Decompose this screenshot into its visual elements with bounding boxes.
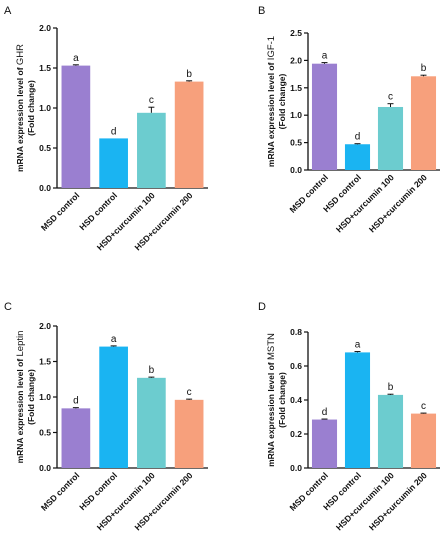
significance-label: a [322,51,328,62]
bar [61,408,91,468]
y-tick-label: 1.0 [39,103,51,113]
significance-label: c [421,401,426,412]
significance-label: d [111,126,117,137]
panel-c: C 0.0 0.5 1.0 1.5 2.0 mRNA expression level o… [4,301,208,532]
category-label: HSD+curcumin 100 [334,470,396,532]
y-axis-label-unit: (Fold change) [277,73,287,129]
significance-label: a [73,53,79,64]
significance-label: a [111,334,117,345]
bar [99,346,128,468]
significance-label: b [186,69,192,80]
significance-label: a [355,340,361,351]
y-axis-label-prefix: mRNA expression level of [266,360,276,467]
panel-letter: C [4,301,12,313]
y-tick-label: 0.8 [290,327,302,337]
category-label: MSD control [39,470,81,512]
y-tick-label: 1.5 [39,357,51,367]
significance-label: d [73,396,79,407]
panel-a: A 0.0 0.5 1.0 1.5 2.0 mRNA expression level o… [4,5,208,252]
panel-d: D 0.0 0.2 0.4 0.6 0.8 mRNA expression level o… [258,301,440,532]
y-axis-label-gene: IGF-1 [266,36,277,60]
y-tick-label: 2.0 [39,23,51,33]
category-label: HSD control [77,190,119,232]
y-axis-label-gene: Leptin [15,331,26,357]
bar [137,377,166,468]
bar [137,112,166,188]
panel-letter: B [258,5,265,17]
significance-label: c [149,95,154,106]
y-tick-label: 0.5 [39,428,51,438]
y-axis-label-unit: (Fold change) [277,372,287,428]
bar-chart-igf1: 0.0 0.5 1.0 1.5 2.0 2.5 mRNA expression level … [266,28,440,234]
y-axis-label-gene: GHR [15,44,26,65]
bar [99,138,128,188]
bar [311,63,338,170]
y-axis-label-unit: (Fold change) [26,80,36,136]
y-tick-label: 0.0 [39,183,51,193]
category-label: HSD+curcumin 200 [367,172,429,234]
y-tick-label: 1.5 [39,63,51,73]
y-tick-label: 0.0 [290,463,302,473]
y-axis-label-prefix: mRNA expression level of [15,356,25,463]
y-tick-label: 0.2 [290,429,302,439]
y-axis-label-gene: MSTN [266,333,277,360]
category-label: HSD+curcumin 100 [334,172,396,234]
bar [311,419,338,468]
significance-label: b [421,63,427,74]
y-tick-label: 2.5 [290,28,302,38]
y-axis-label-unit: (Fold change) [26,369,36,425]
category-label: MSD control [39,190,81,232]
y-tick-label: 2.0 [290,55,302,65]
significance-label: d [322,407,328,418]
y-axis-label: mRNA expression level of MSTN [266,333,277,467]
y-tick-label: 1.0 [290,110,302,120]
bar-chart-mstn: 0.0 0.2 0.4 0.6 0.8 mRNA expression level of … [266,327,440,532]
y-tick-label: 0.4 [290,395,302,405]
y-tick-label: 0.5 [39,143,51,153]
bar [344,144,371,170]
category-label: HSD control [77,470,119,512]
y-tick-label: 0.0 [290,165,302,175]
panel-letter: D [258,301,266,313]
y-tick-label: 1.5 [290,83,302,93]
y-axis-label: mRNA expression level of GHR [15,44,26,172]
significance-label: c [388,92,393,103]
y-axis-label: mRNA expression level of Leptin [15,331,26,464]
significance-label: c [187,387,192,398]
y-axis-label-prefix: mRNA expression level of [15,65,25,172]
bar [174,399,204,468]
bar-chart-leptin: 0.0 0.5 1.0 1.5 2.0 mRNA expression level of … [15,321,208,532]
bar [410,413,437,468]
bar [174,81,204,188]
y-tick-label: 0.6 [290,361,302,371]
panel-b: B 0.0 0.5 1.0 1.5 2.0 2.5 mRNA expression leve… [258,5,440,234]
bar [61,65,91,188]
panel-letter: A [4,5,12,17]
bar-chart-ghr: 0.0 0.5 1.0 1.5 2.0 mRNA expression level of … [15,23,208,252]
category-label: HSD+curcumin 200 [367,470,429,532]
y-tick-label: 2.0 [39,321,51,331]
y-tick-label: 1.0 [39,392,51,402]
bar [377,106,404,170]
y-axis-label: mRNA expression level of IGF-1 [266,36,277,167]
bar [410,76,437,170]
significance-label: d [355,132,361,143]
bar [344,352,371,468]
bar [377,394,404,468]
significance-label: b [149,365,155,376]
y-tick-label: 0.5 [290,138,302,148]
y-tick-label: 0.0 [39,463,51,473]
y-axis-label-prefix: mRNA expression level of [266,60,276,167]
significance-label: b [388,382,394,393]
